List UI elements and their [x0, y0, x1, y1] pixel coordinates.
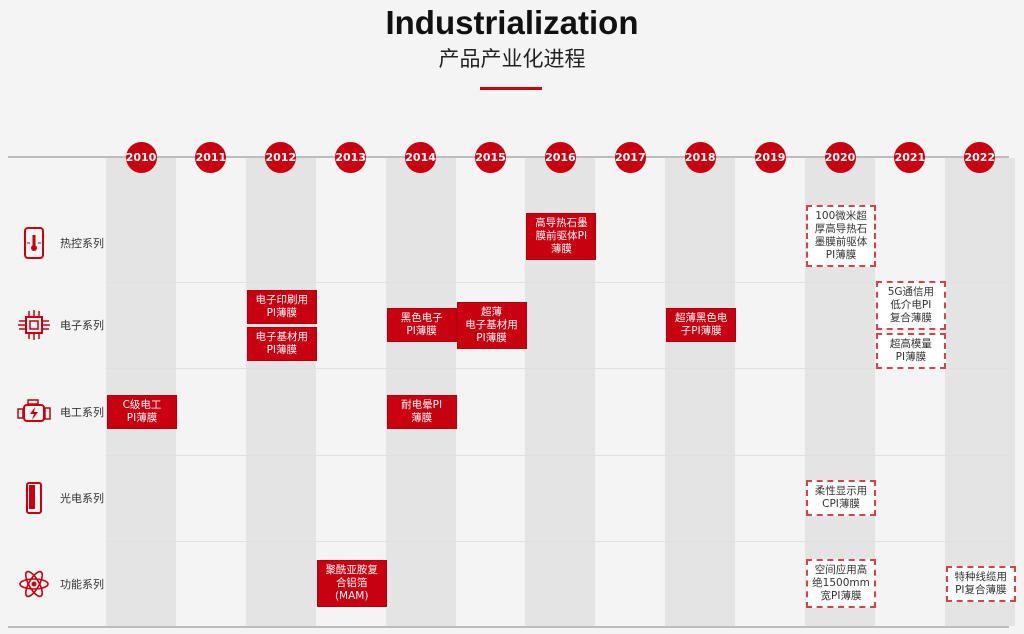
product-item: 电子基材用 PI薄膜 — [246, 326, 317, 361]
year-marker: 2019 — [754, 142, 786, 173]
product-item: C级电工 PI薄膜 — [107, 394, 177, 429]
category-label: 电子系列 — [60, 319, 104, 332]
year-column — [176, 158, 246, 626]
year-marker: 2013 — [335, 142, 367, 173]
product-item: 特种线缆用 PI复合薄膜 — [945, 565, 1016, 602]
year-marker: 2017 — [614, 142, 646, 173]
product-item: 5G通信用 低介电PI 复合薄膜 — [875, 281, 946, 330]
category-label: 电工系列 — [60, 405, 104, 419]
product-item: 柔性显示用 CPI薄膜 — [806, 480, 876, 516]
year-marker: 2018 — [684, 142, 716, 173]
chip-icon — [14, 308, 54, 342]
category-row-label: 光电系列 — [14, 481, 106, 515]
year-marker: 2021 — [894, 142, 926, 173]
year-column — [735, 158, 805, 626]
product-item: 空间应用高 绝1500mm 宽PI薄膜 — [806, 559, 876, 608]
year-column — [385, 158, 456, 626]
year-column — [456, 158, 526, 626]
category-row-label: 电工系列 — [14, 395, 106, 429]
category-row-label: 功能系列 — [14, 567, 106, 601]
year-column — [316, 158, 386, 626]
year-column — [106, 158, 176, 626]
product-item: 超高模量 PI薄膜 — [875, 333, 946, 369]
row-divider — [106, 455, 1009, 456]
product-item: 耐电晕PI 薄膜 — [386, 394, 457, 429]
product-item: 聚酰亚胺复 合铝箔 (MAM) — [316, 560, 387, 607]
year-column — [665, 158, 736, 626]
category-label: 功能系列 — [60, 577, 104, 591]
product-item: 高导热石墨 膜前驱体PI 薄膜 — [526, 212, 597, 260]
row-divider — [106, 368, 1009, 369]
category-row-label: 电子系列 — [14, 308, 106, 342]
row-divider — [106, 541, 1009, 542]
engine-icon — [14, 395, 54, 429]
timeline-bottom-line — [8, 626, 1009, 628]
row-divider — [106, 282, 1009, 283]
atom-icon — [14, 567, 54, 601]
year-column — [875, 158, 945, 626]
year-marker: 2010 — [125, 142, 157, 173]
product-item: 超薄黑色电 子PI薄膜 — [666, 308, 737, 342]
product-item: 黑色电子 PI薄膜 — [386, 308, 457, 342]
category-label: 热控系列 — [60, 237, 104, 250]
category-label: 光电系列 — [60, 492, 104, 505]
year-marker: 2022 — [964, 142, 996, 173]
year-marker: 2015 — [475, 142, 506, 173]
year-marker: 2016 — [544, 142, 576, 173]
year-marker: 2012 — [265, 142, 297, 173]
product-item: 电子印刷用 PI薄膜 — [246, 289, 317, 324]
display-device-icon — [14, 481, 54, 515]
year-column — [944, 158, 1015, 626]
thermometer-phone-icon — [14, 226, 54, 260]
title-underline — [480, 87, 542, 90]
page-title: Industrialization — [385, 4, 639, 41]
category-row-label: 热控系列 — [14, 226, 106, 260]
year-marker: 2014 — [405, 142, 437, 173]
year-marker: 2020 — [824, 142, 856, 173]
product-item: 100微米超 厚高导热石 墨膜前驱体 PI薄膜 — [806, 205, 876, 267]
timeline-axis — [8, 156, 1009, 158]
year-marker: 2011 — [195, 142, 227, 173]
product-item: 超薄 电子基材用 PI薄膜 — [456, 301, 527, 349]
year-column — [245, 158, 316, 626]
page-subtitle: 产品产业化进程 — [438, 47, 586, 71]
year-column — [595, 158, 665, 626]
